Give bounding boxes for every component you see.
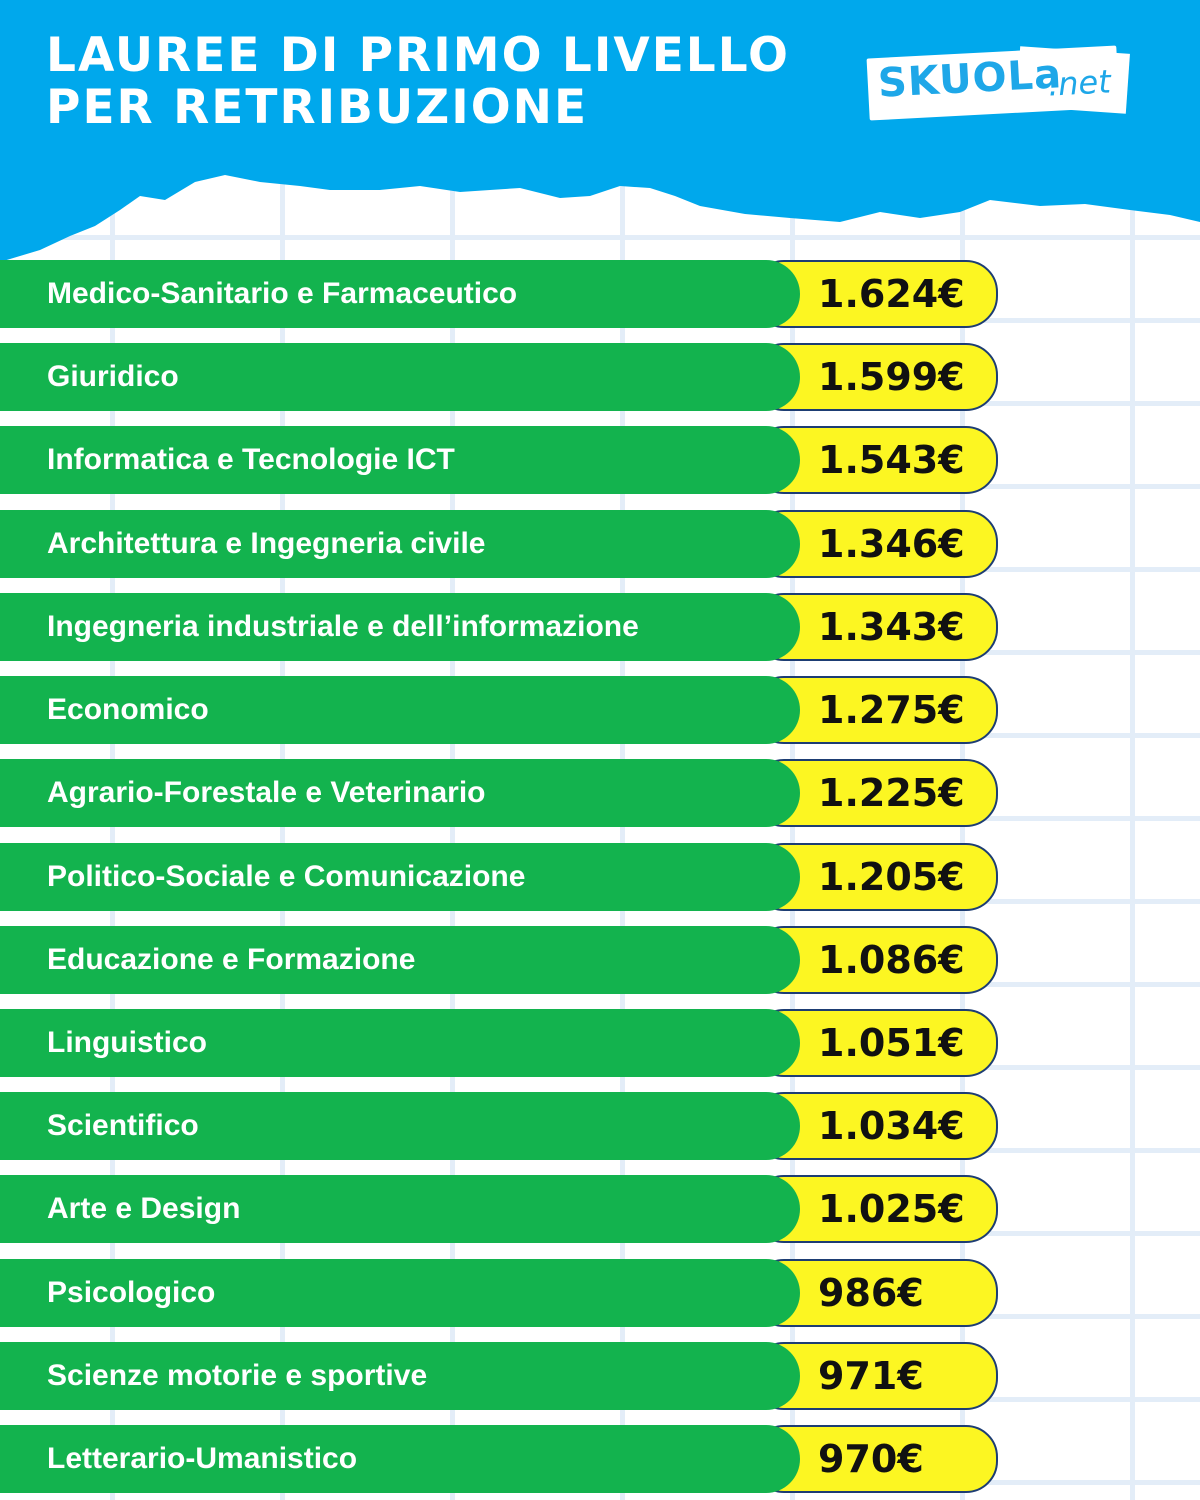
category-label: Informatica e Tecnologie ICT <box>47 443 455 476</box>
header-banner: LAUREE DI PRIMO LIVELLO PER RETRIBUZIONE… <box>0 0 1200 262</box>
category-bar: Ingegneria industriale e dell’informazio… <box>0 593 800 661</box>
category-bar: Linguistico <box>0 1009 800 1077</box>
value-label: 1.205€ <box>818 855 965 899</box>
category-label: Architettura e Ingegneria civile <box>47 527 486 560</box>
bar-row: 970€ Letterario-Umanistico <box>0 1425 1000 1493</box>
value-pill: 1.543€ <box>752 426 998 494</box>
category-bar: Medico-Sanitario e Farmaceutico <box>0 260 800 328</box>
category-label: Giuridico <box>47 360 179 393</box>
value-pill: 1.599€ <box>752 343 998 411</box>
category-label: Agrario-Forestale e Veterinario <box>47 776 486 809</box>
category-bar: Arte e Design <box>0 1175 800 1243</box>
value-label: 1.225€ <box>818 771 965 815</box>
value-pill: 970€ <box>752 1425 998 1493</box>
bar-row: 1.624€ Medico-Sanitario e Farmaceutico <box>0 260 1000 328</box>
value-label: 1.346€ <box>818 522 965 566</box>
bar-row: 1.225€ Agrario-Forestale e Veterinario <box>0 759 1000 827</box>
category-label: Medico-Sanitario e Farmaceutico <box>47 277 518 310</box>
bar-row: 1.346€ Architettura e Ingegneria civile <box>0 510 1000 578</box>
title-line-2: PER RETRIBUZIONE <box>46 80 589 135</box>
category-label: Ingegneria industriale e dell’informazio… <box>47 610 639 643</box>
category-label: Educazione e Formazione <box>47 943 416 976</box>
bar-row: 1.025€ Arte e Design <box>0 1175 1000 1243</box>
category-bar: Letterario-Umanistico <box>0 1425 800 1493</box>
value-label: 971€ <box>818 1354 924 1398</box>
category-bar: Scienze motorie e sportive <box>0 1342 800 1410</box>
value-label: 1.051€ <box>818 1021 965 1065</box>
value-label: 1.275€ <box>818 688 965 732</box>
category-label: Letterario-Umanistico <box>47 1442 358 1475</box>
bar-row: 1.205€ Politico-Sociale e Comunicazione <box>0 843 1000 911</box>
category-bar: Psicologico <box>0 1259 800 1327</box>
category-bar: Giuridico <box>0 343 800 411</box>
category-label: Scienze motorie e sportive <box>47 1359 428 1392</box>
bar-row: 1.034€ Scientifico <box>0 1092 1000 1160</box>
bar-row: 1.051€ Linguistico <box>0 1009 1000 1077</box>
category-label: Politico-Sociale e Comunicazione <box>47 860 526 893</box>
value-label: 970€ <box>818 1437 924 1481</box>
bar-row: 1.343€ Ingegneria industriale e dell’info… <box>0 593 1000 661</box>
value-label: 1.025€ <box>818 1187 965 1231</box>
bar-row: 1.275€ Economico <box>0 676 1000 744</box>
category-label: Linguistico <box>47 1026 207 1059</box>
value-label: 1.599€ <box>818 355 965 399</box>
page-title: LAUREE DI PRIMO LIVELLO PER RETRIBUZIONE <box>46 30 790 134</box>
category-bar: Politico-Sociale e Comunicazione <box>0 843 800 911</box>
category-bar: Educazione e Formazione <box>0 926 800 994</box>
category-bar: Architettura e Ingegneria civile <box>0 510 800 578</box>
category-label: Scientifico <box>47 1109 199 1142</box>
bar-row: 971€ Scienze motorie e sportive <box>0 1342 1000 1410</box>
value-label: 1.343€ <box>818 605 965 649</box>
value-label: 1.543€ <box>818 438 965 482</box>
bar-row: 1.086€ Educazione e Formazione <box>0 926 1000 994</box>
value-pill: 1.346€ <box>752 510 998 578</box>
bar-row: 1.599€ Giuridico <box>0 343 1000 411</box>
category-bar: Scientifico <box>0 1092 800 1160</box>
value-label: 1.086€ <box>818 938 965 982</box>
value-label: 1.624€ <box>818 272 965 316</box>
bar-row: 986€ Psicologico <box>0 1259 1000 1327</box>
category-bar: Agrario-Forestale e Veterinario <box>0 759 800 827</box>
category-bar: Economico <box>0 676 800 744</box>
value-pill: 1.025€ <box>752 1175 998 1243</box>
category-label: Arte e Design <box>47 1192 241 1225</box>
category-label: Economico <box>47 693 209 726</box>
value-label: 986€ <box>818 1271 924 1315</box>
bar-row: 1.543€ Informatica e Tecnologie ICT <box>0 426 1000 494</box>
category-label: Psicologico <box>47 1276 216 1309</box>
title-line-1: LAUREE DI PRIMO LIVELLO <box>46 28 790 83</box>
value-pill: 1.624€ <box>752 260 998 328</box>
category-bar: Informatica e Tecnologie ICT <box>0 426 800 494</box>
value-label: 1.034€ <box>818 1104 965 1148</box>
